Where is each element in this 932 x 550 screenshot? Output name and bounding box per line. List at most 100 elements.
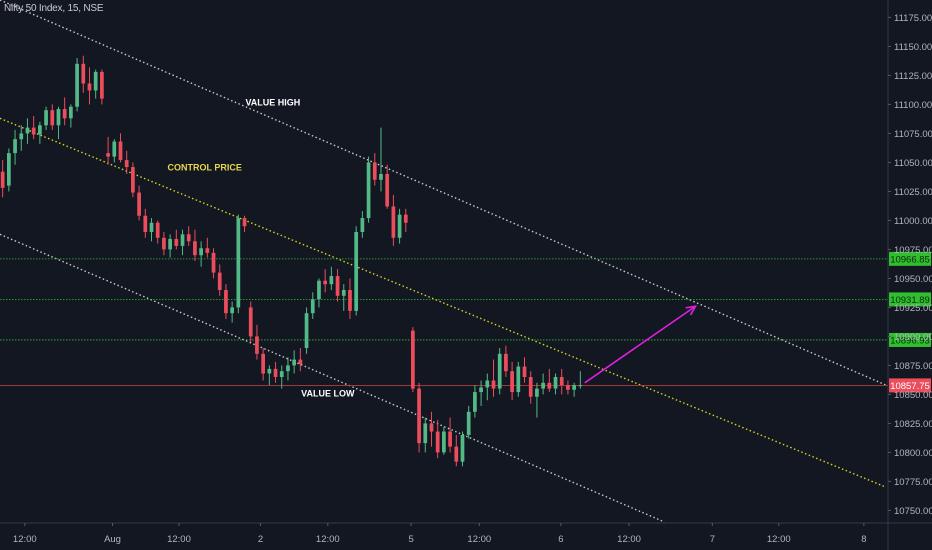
- candle-body: [541, 382, 545, 389]
- candle-body: [466, 411, 471, 435]
- price-tick-label: 11150.00: [894, 42, 932, 53]
- price-tick-label: 10850.00: [894, 390, 932, 401]
- candle-body: [454, 446, 459, 462]
- candle-body: [323, 280, 328, 285]
- candle-body: [329, 276, 334, 285]
- value-low-line: [0, 233, 665, 523]
- price-tick-label: 11100.00: [894, 100, 932, 111]
- candle-body: [162, 237, 166, 250]
- channel-lines[interactable]: [0, 0, 887, 523]
- time-tick-label: 2: [258, 534, 263, 545]
- arrow-head: [685, 305, 698, 316]
- candle-body: [366, 162, 371, 219]
- price-tick-label: 11075.00: [894, 129, 932, 140]
- candle-body: [87, 83, 92, 91]
- price-tick-label: 10875.00: [894, 361, 932, 372]
- candle-body: [25, 127, 30, 134]
- candle-body: [38, 125, 42, 135]
- time-axis[interactable]: 12:00 Aug 12:00 2 12:00 5 12:00 6 12:00 7 12:00 8: [0, 522, 932, 545]
- candle-body: [50, 110, 55, 126]
- candle-body: [572, 385, 576, 390]
- candle-body: [93, 71, 98, 91]
- price-tick-label: 11175.00: [894, 13, 932, 24]
- candle-body: [304, 313, 309, 348]
- price-tick-label: 11025.00: [894, 187, 932, 198]
- candle-body: [578, 385, 583, 387]
- time-tick-label: 12:00: [767, 534, 791, 545]
- candle-body: [348, 290, 352, 311]
- candle-body: [267, 368, 272, 374]
- annotation-label: VALUE HIGH: [245, 98, 300, 108]
- annotation-label: CONTROL PRICE: [167, 163, 241, 173]
- candle-body: [261, 353, 266, 374]
- candle-body: [106, 153, 110, 157]
- last-price-label: 10857.75: [890, 381, 930, 392]
- last-price-tag: [889, 378, 931, 393]
- symbol-title: Nifty 50 Index, 15, NSE: [4, 3, 104, 14]
- candle-body: [44, 110, 48, 126]
- time-tick-label: 7: [710, 534, 715, 545]
- candle-body: [510, 371, 514, 393]
- price-tick-label: 10825.00: [894, 419, 932, 430]
- candle-body: [236, 218, 241, 308]
- candle-body: [553, 377, 558, 389]
- price-tick-label: 11050.00: [894, 158, 932, 169]
- candle-body: [435, 431, 440, 453]
- candle-body: [354, 232, 359, 311]
- level-price-label: 10896.93: [890, 335, 930, 346]
- candle-body: [286, 365, 290, 372]
- candle-body: [460, 435, 465, 462]
- candle-body: [372, 162, 377, 180]
- candle-body: [448, 431, 452, 447]
- candle-body: [411, 330, 415, 389]
- candle-body: [112, 141, 117, 157]
- projection-arrow[interactable]: [584, 305, 698, 384]
- candle-body: [168, 238, 172, 250]
- candle-body: [516, 366, 521, 393]
- candle-body: [174, 238, 179, 246]
- candle-body: [310, 299, 315, 314]
- level-price-tag: [889, 332, 931, 347]
- candle-body: [6, 153, 11, 186]
- time-tick-label: 8: [861, 534, 866, 545]
- candle-body: [143, 215, 148, 232]
- price-tick-label: 10975.00: [894, 245, 932, 256]
- time-tick-label: 12:00: [467, 534, 491, 545]
- candle-body: [149, 222, 154, 232]
- candle-body: [81, 63, 86, 84]
- candle-body: [155, 222, 160, 238]
- candle-body: [335, 276, 340, 296]
- candle-body: [13, 139, 17, 154]
- level-price-tag: [889, 292, 931, 307]
- candle-body: [528, 377, 533, 397]
- level-lines[interactable]: 10966.85 10931.89 10896.93 10857.75: [0, 251, 931, 393]
- candle-body: [211, 252, 216, 273]
- candle-body: [379, 174, 383, 180]
- candle-body: [423, 423, 428, 444]
- candle-body: [100, 71, 104, 99]
- candle-body: [298, 359, 303, 365]
- value-high-line: [0, 0, 887, 386]
- candle-body: [273, 368, 278, 377]
- candle-body: [248, 307, 253, 337]
- candle-body: [491, 380, 496, 389]
- price-tick-label: 10950.00: [894, 274, 932, 285]
- candle-body: [292, 359, 297, 366]
- candle-series: [0, 55, 583, 467]
- time-tick-label: 6: [558, 534, 563, 545]
- candle-body: [62, 109, 67, 119]
- candle-body: [69, 106, 73, 119]
- candle-body: [224, 290, 228, 314]
- candle-body: [341, 290, 346, 296]
- price-tick-label: 10925.00: [894, 303, 932, 314]
- candle-body: [124, 160, 129, 168]
- candle-body: [547, 382, 552, 389]
- time-tick-label: 5: [408, 534, 413, 545]
- candle-body: [230, 307, 234, 314]
- candle-body: [56, 109, 61, 126]
- price-scale[interactable]: 11175.00 11150.00 11125.00 11100.00 11075.00…: [887, 0, 932, 550]
- candle-body: [385, 174, 390, 207]
- time-tick-label: 12:00: [13, 534, 37, 545]
